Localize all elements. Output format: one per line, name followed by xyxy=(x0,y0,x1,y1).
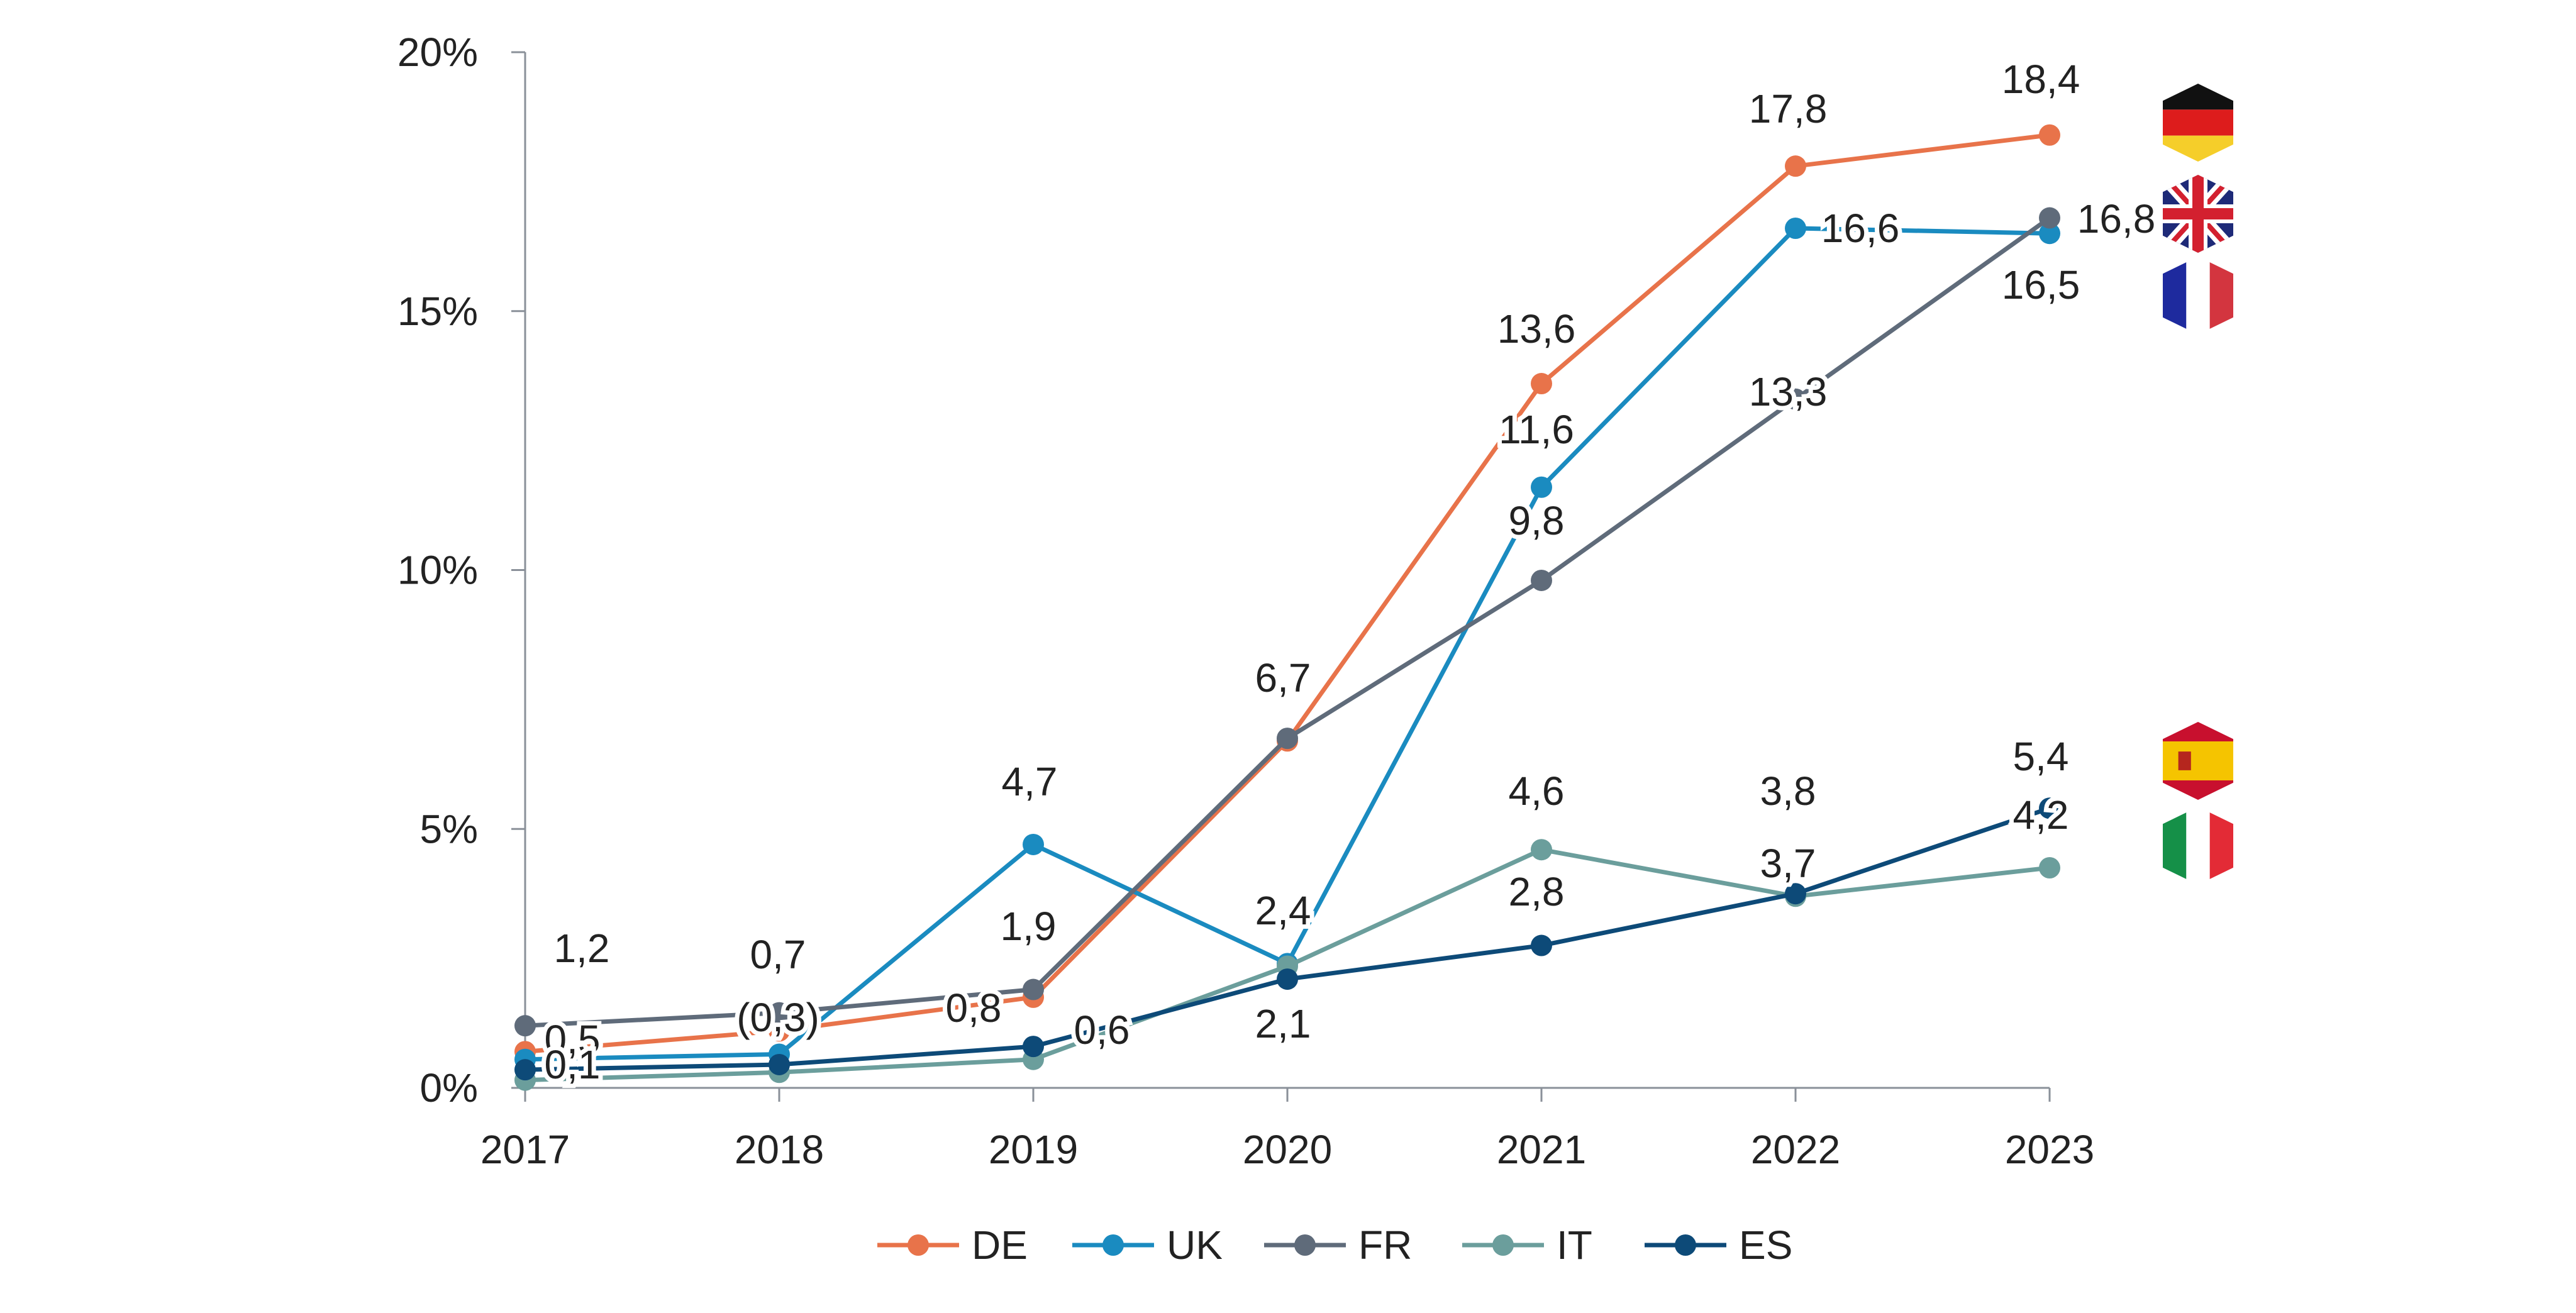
y-tick-label: 5% xyxy=(420,806,479,851)
data-label: 13,3 xyxy=(1749,369,1828,414)
data-point-fr xyxy=(2039,207,2060,229)
legend-swatch-marker xyxy=(1294,1234,1316,1256)
legend-item-de: DE xyxy=(877,1222,1028,1268)
data-label: 13,6 xyxy=(1497,306,1576,352)
data-label: 5,4 xyxy=(2013,734,2069,779)
legend-swatch-marker xyxy=(908,1234,929,1256)
x-tick-label: 2018 xyxy=(735,1127,824,1172)
data-point-fr xyxy=(1531,569,1552,591)
y-tick-label: 0% xyxy=(420,1065,479,1111)
italy-flag-icon xyxy=(2163,807,2233,885)
legend-item-it: IT xyxy=(1462,1222,1592,1268)
data-label: 11,6 xyxy=(1499,407,1574,452)
data-label: 0,6 xyxy=(1074,1007,1130,1053)
data-point-es xyxy=(1785,883,1806,905)
legend-label: ES xyxy=(1739,1222,1792,1268)
data-point-es xyxy=(2039,797,2060,819)
legend-label: UK xyxy=(1167,1222,1223,1268)
y-axis-ticks: 0% 5% 10% 15% 20% xyxy=(397,30,525,1111)
data-point-de xyxy=(1785,155,1806,177)
data-point-uk xyxy=(2039,223,2060,245)
data-point-fr xyxy=(1023,978,1044,1000)
data-point-es xyxy=(514,1059,536,1081)
data-point-fr xyxy=(1277,728,1298,750)
data-point-es xyxy=(1531,934,1552,956)
data-label: 9,8 xyxy=(1509,498,1565,543)
data-label: 4,6 xyxy=(1509,768,1565,814)
data-point-it xyxy=(1531,839,1552,861)
data-label: 0,8 xyxy=(946,985,1002,1031)
data-label: 16,8 xyxy=(2077,196,2156,241)
data-label: 0,7 xyxy=(750,932,806,977)
legend-label: IT xyxy=(1557,1222,1592,1268)
series-uk xyxy=(514,217,2060,1070)
series-fr xyxy=(514,207,2060,1037)
data-label: (0,3) xyxy=(736,995,819,1040)
x-tick-label: 2022 xyxy=(1751,1127,1840,1172)
y-tick-label: 10% xyxy=(397,548,478,593)
x-tick-label: 2023 xyxy=(2005,1127,2094,1172)
x-tick-label: 2019 xyxy=(989,1127,1078,1172)
data-label: 16,6 xyxy=(1821,206,1900,251)
x-tick-label: 2020 xyxy=(1243,1127,1332,1172)
data-label: 18,4 xyxy=(2002,57,2080,102)
x-tick-label: 2021 xyxy=(1497,1127,1586,1172)
data-label: 4,2 xyxy=(2013,792,2069,838)
legend-swatch-marker xyxy=(1102,1234,1124,1256)
data-label: 3,7 xyxy=(1760,841,1816,886)
data-point-fr xyxy=(1785,388,1806,410)
data-point-de xyxy=(1531,373,1552,395)
data-label: 6,7 xyxy=(1255,655,1311,701)
data-point-uk xyxy=(1531,476,1552,498)
data-point-es xyxy=(769,1053,790,1075)
data-label: 2,4 xyxy=(1255,888,1311,933)
data-labels: 1,2 0,50,1 0,7 (0,3) 4,7 1,9 0,8 0,6 6,7 2,4 2,1 13… xyxy=(540,52,2160,1092)
legend: DE UK FR IT ES xyxy=(877,1222,1792,1268)
spain-flag-icon xyxy=(2163,722,2233,800)
data-point-de xyxy=(769,1020,790,1042)
legend-item-uk: UK xyxy=(1072,1222,1223,1268)
country-flags xyxy=(2163,84,2233,885)
data-label: 2,1 xyxy=(1255,1001,1311,1046)
data-label: 3,8 xyxy=(1760,768,1816,814)
data-point-fr xyxy=(769,1002,790,1024)
legend-label: DE xyxy=(972,1222,1028,1268)
legend-swatch-marker xyxy=(1492,1234,1514,1256)
legend-item-fr: FR xyxy=(1264,1222,1412,1268)
data-point-fr xyxy=(514,1015,536,1037)
data-label: 17,8 xyxy=(1749,86,1828,131)
germany-flag-icon xyxy=(2163,84,2233,162)
series-es xyxy=(514,797,2060,1081)
data-point-es xyxy=(1023,1036,1044,1058)
legend-label: FR xyxy=(1358,1222,1412,1268)
legend-item-es: ES xyxy=(1645,1222,1792,1268)
data-label: 2,8 xyxy=(1509,869,1565,914)
data-point-de xyxy=(2039,124,2060,146)
france-flag-icon xyxy=(2163,257,2233,335)
data-label: 4,7 xyxy=(1002,759,1058,804)
x-axis-ticks: 2017 2018 2019 2020 2021 2022 2023 xyxy=(480,1088,2094,1172)
data-point-es xyxy=(1277,968,1298,990)
data-point-it xyxy=(2039,857,2060,879)
data-label: 1,9 xyxy=(1001,904,1057,949)
data-label: 0,5 xyxy=(545,1017,601,1062)
data-point-uk xyxy=(1785,217,1806,239)
series-lines xyxy=(514,124,2060,1091)
legend-swatch-marker xyxy=(1675,1234,1696,1256)
data-label: 1,2 xyxy=(554,926,610,971)
y-tick-label: 20% xyxy=(397,30,478,75)
data-point-uk xyxy=(1023,833,1044,855)
x-tick-label: 2017 xyxy=(480,1127,570,1172)
y-tick-label: 15% xyxy=(397,289,478,334)
data-label: 16,5 xyxy=(2002,262,2080,307)
united-kingdom-flag-icon xyxy=(2163,175,2233,253)
data-label: 0,1 xyxy=(545,1042,601,1087)
